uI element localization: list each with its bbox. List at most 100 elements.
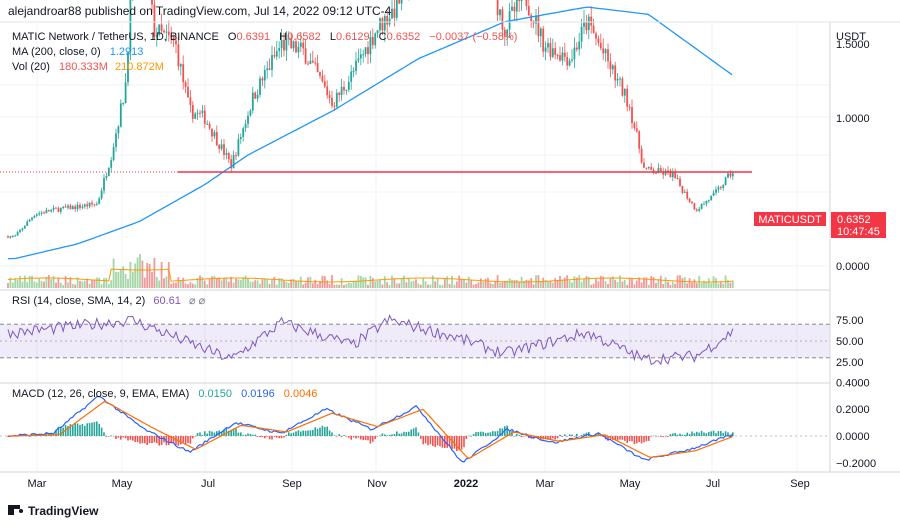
- macd-value: 0.0196: [241, 388, 275, 400]
- volume-bar: [112, 258, 115, 288]
- macd-hist-bar: [696, 431, 698, 436]
- macd-hist-bar: [376, 436, 379, 437]
- volume-bar: [731, 280, 734, 288]
- macd-hist-bar: [684, 434, 686, 436]
- volume-bar: [249, 281, 252, 288]
- rsi-legend[interactable]: RSI (14, close, SMA, 14, 2) 60.61 ⌀ ⌀: [12, 295, 206, 307]
- macd-hist-bar: [496, 430, 499, 436]
- candle-body: [499, 9, 501, 16]
- candle-body: [547, 43, 549, 48]
- candle-body: [585, 22, 588, 30]
- volume-bar: [352, 280, 355, 288]
- footer-brand: TradingView: [28, 504, 99, 518]
- candle-body: [239, 136, 242, 140]
- macd-hist-bar: [698, 432, 700, 436]
- macd-hist-bar: [664, 436, 667, 437]
- macd-hist-bar: [720, 431, 722, 436]
- macd-hist-bar: [276, 436, 278, 438]
- macd-hist-bar: [331, 432, 333, 436]
- volume-bar: [175, 282, 177, 288]
- candle-body: [88, 202, 91, 207]
- macd-hist-bar: [60, 427, 62, 436]
- volume-bar: [482, 281, 485, 288]
- candle-body: [583, 22, 585, 27]
- macd-hist-bar: [580, 434, 583, 436]
- volume-bar: [304, 282, 307, 288]
- candle-body: [705, 200, 708, 204]
- macd-hist-bar: [271, 436, 273, 440]
- macd-hist-bar: [247, 433, 249, 436]
- macd-hist-bar: [424, 436, 427, 444]
- candle-body: [316, 63, 319, 73]
- volume-bar: [410, 281, 413, 288]
- legend-line-vol[interactable]: Vol (20) 180.333M 210.872M: [12, 61, 164, 73]
- macd-hist-bar: [463, 436, 465, 448]
- macd-hist-bar: [302, 430, 304, 436]
- macd-hist-bar: [321, 425, 324, 436]
- candle-body: [578, 41, 581, 50]
- ma-label: MA (200, close, 0): [12, 46, 101, 58]
- macd-hist-bar: [352, 436, 355, 438]
- rsi-value: 60.61: [153, 295, 181, 307]
- candle-body: [640, 148, 643, 163]
- candle-body: [215, 132, 218, 146]
- time-label: May: [112, 478, 133, 490]
- volume-bar: [311, 283, 314, 288]
- macd-hist-bar: [369, 436, 372, 444]
- volume-bar: [81, 281, 84, 288]
- macd-hist-bar: [367, 436, 369, 441]
- candle-body: [304, 48, 307, 64]
- volume-bar: [602, 276, 605, 288]
- volume-bar: [139, 253, 141, 288]
- volume-bar: [261, 279, 264, 288]
- candle-body: [52, 207, 55, 210]
- volume-bar: [599, 275, 602, 288]
- macd-hist-bar: [189, 436, 192, 444]
- volume-bar: [160, 262, 163, 288]
- volume-bar: [633, 284, 636, 288]
- macd-hist-bar: [249, 433, 252, 436]
- volume-bar: [563, 277, 566, 288]
- macd-hist-bar: [148, 436, 151, 444]
- candle-body: [295, 41, 297, 53]
- volume-bar: [343, 284, 345, 288]
- volume-bar: [643, 277, 645, 288]
- candle-body: [667, 170, 669, 172]
- volume-bar: [614, 279, 617, 288]
- time-label: Sep: [790, 478, 810, 490]
- volume-bar: [71, 283, 74, 288]
- volume-bar: [287, 283, 290, 288]
- candle-body: [175, 40, 177, 45]
- candle-body: [367, 47, 369, 55]
- symbol-title: MATIC Network / TetherUS, 1D, BINANCE: [12, 31, 219, 43]
- volume-bar: [362, 277, 365, 288]
- candle-body: [50, 209, 53, 212]
- candle-body: [674, 172, 677, 178]
- legend-line-ma[interactable]: MA (200, close, 0) 1.2913: [12, 46, 143, 58]
- volume-bars: [7, 253, 734, 288]
- macd-hist-bar: [328, 430, 331, 436]
- candle-body: [160, 24, 163, 31]
- macd-hist-bar: [523, 436, 525, 437]
- volume-bar: [64, 275, 67, 288]
- candle-body: [575, 47, 578, 50]
- volume-bar: [669, 284, 672, 288]
- macd-hist-bar: [724, 431, 727, 436]
- volume-bar: [215, 278, 218, 288]
- ma200-line: [8, 6, 733, 260]
- candle-body: [379, 18, 381, 31]
- candle-body: [319, 72, 321, 76]
- macd-hist-bar: [525, 435, 528, 436]
- change-value: −0.0037 (−0.58%): [429, 31, 517, 43]
- volume-bar: [619, 275, 621, 288]
- macd-hist-bar: [432, 436, 434, 446]
- macd-hist-bar: [316, 428, 319, 436]
- volume-bar: [566, 275, 569, 288]
- candle-body: [62, 206, 65, 208]
- volume-bar: [364, 277, 367, 288]
- candle-body: [251, 92, 254, 111]
- macd-legend[interactable]: MACD (12, 26, close, 9, EMA, EMA) 0.0150…: [12, 388, 317, 400]
- candle-body: [9, 236, 12, 238]
- volume-bar: [285, 281, 288, 288]
